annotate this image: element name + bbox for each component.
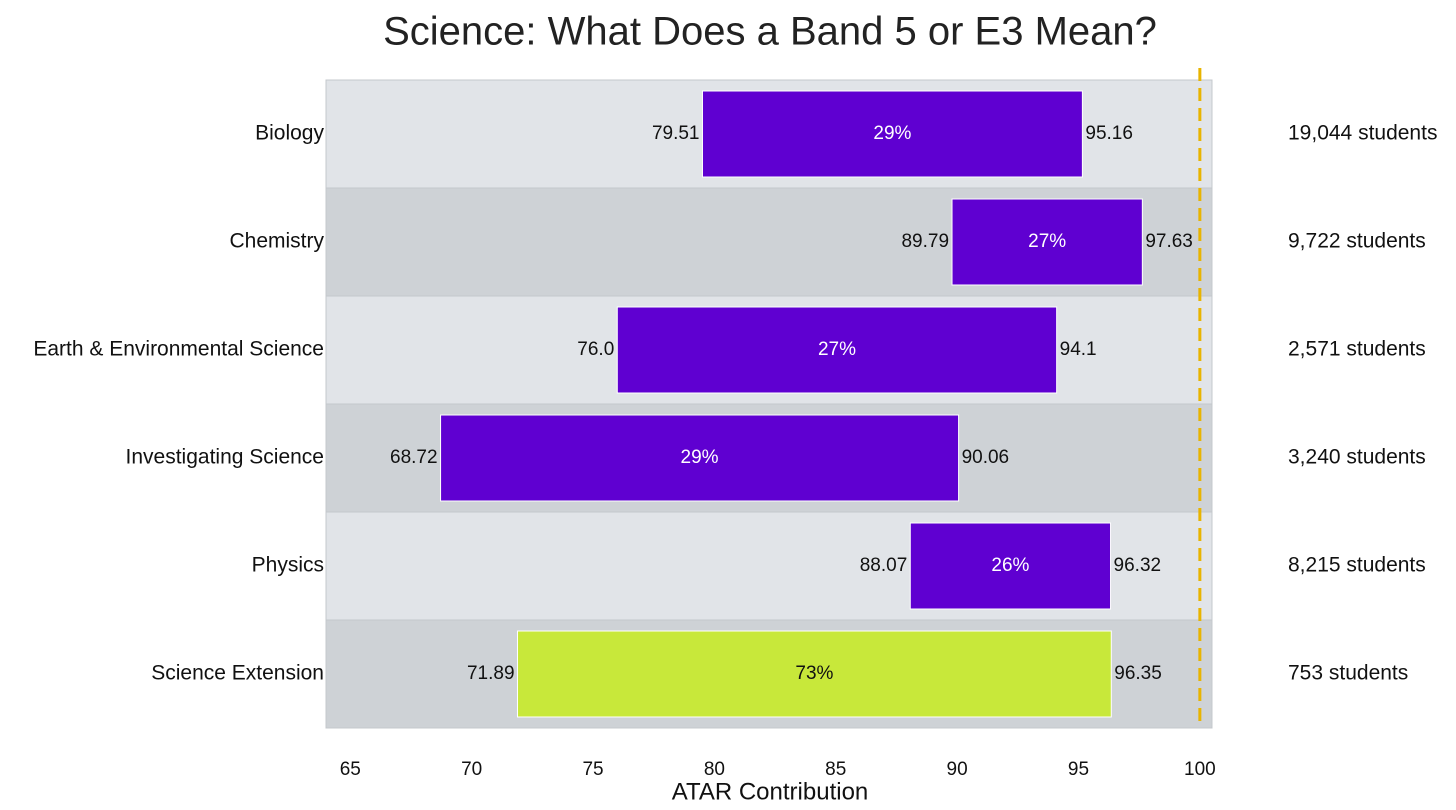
category-label-earth-environmental-science: Earth & Environmental Science xyxy=(33,338,324,361)
bar-investigating-science xyxy=(440,414,960,502)
high-value-label-science-extension: 96.35 xyxy=(1114,663,1162,684)
percent-label-chemistry: 27% xyxy=(1028,231,1066,252)
row-labels: Biology 79.51 95.16 29% 19,044 students Chemi… xyxy=(33,122,1437,685)
x-tick-80: 80 xyxy=(704,759,725,780)
low-value-label-physics: 88.07 xyxy=(860,555,908,576)
x-axis: 65 70 75 80 85 90 95 100 xyxy=(340,759,1216,780)
x-axis-label: ATAR Contribution xyxy=(672,778,869,805)
category-label-biology: Biology xyxy=(255,122,324,145)
percent-label-investigating-science: 29% xyxy=(681,447,719,468)
student-count-investigating-science: 3,240 students xyxy=(1288,446,1426,469)
student-count-chemistry: 9,722 students xyxy=(1288,230,1426,253)
bar-earth-environmental-science xyxy=(616,306,1058,394)
x-tick-75: 75 xyxy=(582,759,603,780)
percent-label-physics: 26% xyxy=(991,555,1029,576)
bar-chemistry xyxy=(951,198,1143,286)
percent-label-biology: 29% xyxy=(873,123,911,144)
low-value-label-chemistry: 89.79 xyxy=(901,231,949,252)
high-value-label-investigating-science: 90.06 xyxy=(962,447,1010,468)
x-tick-95: 95 xyxy=(1068,759,1089,780)
high-value-label-chemistry: 97.63 xyxy=(1145,231,1193,252)
high-value-label-physics: 96.32 xyxy=(1114,555,1162,576)
category-label-science-extension: Science Extension xyxy=(151,662,324,685)
bar-physics xyxy=(909,522,1112,610)
chart-title: Science: What Does a Band 5 or E3 Mean? xyxy=(383,10,1157,54)
low-value-label-investigating-science: 68.72 xyxy=(390,447,438,468)
x-tick-65: 65 xyxy=(340,759,361,780)
student-count-biology: 19,044 students xyxy=(1288,122,1437,145)
percent-label-earth-environmental-science: 27% xyxy=(818,339,856,360)
high-value-label-earth-environmental-science: 94.1 xyxy=(1060,339,1097,360)
bar-biology xyxy=(701,90,1083,178)
x-tick-100: 100 xyxy=(1184,759,1216,780)
category-label-physics: Physics xyxy=(252,554,324,577)
low-value-label-science-extension: 71.89 xyxy=(467,663,515,684)
range-bars xyxy=(440,90,1143,718)
bar-science-extension xyxy=(517,630,1112,718)
low-value-label-biology: 79.51 xyxy=(652,123,700,144)
student-count-earth-environmental-science: 2,571 students xyxy=(1288,338,1426,361)
student-count-science-extension: 753 students xyxy=(1288,662,1408,685)
student-count-physics: 8,215 students xyxy=(1288,554,1426,577)
x-tick-90: 90 xyxy=(947,759,968,780)
percent-label-science-extension: 73% xyxy=(795,663,833,684)
x-tick-85: 85 xyxy=(825,759,846,780)
high-value-label-biology: 95.16 xyxy=(1085,123,1133,144)
category-label-chemistry: Chemistry xyxy=(229,230,324,253)
x-tick-70: 70 xyxy=(461,759,482,780)
low-value-label-earth-environmental-science: 76.0 xyxy=(577,339,614,360)
category-label-investigating-science: Investigating Science xyxy=(126,446,324,469)
